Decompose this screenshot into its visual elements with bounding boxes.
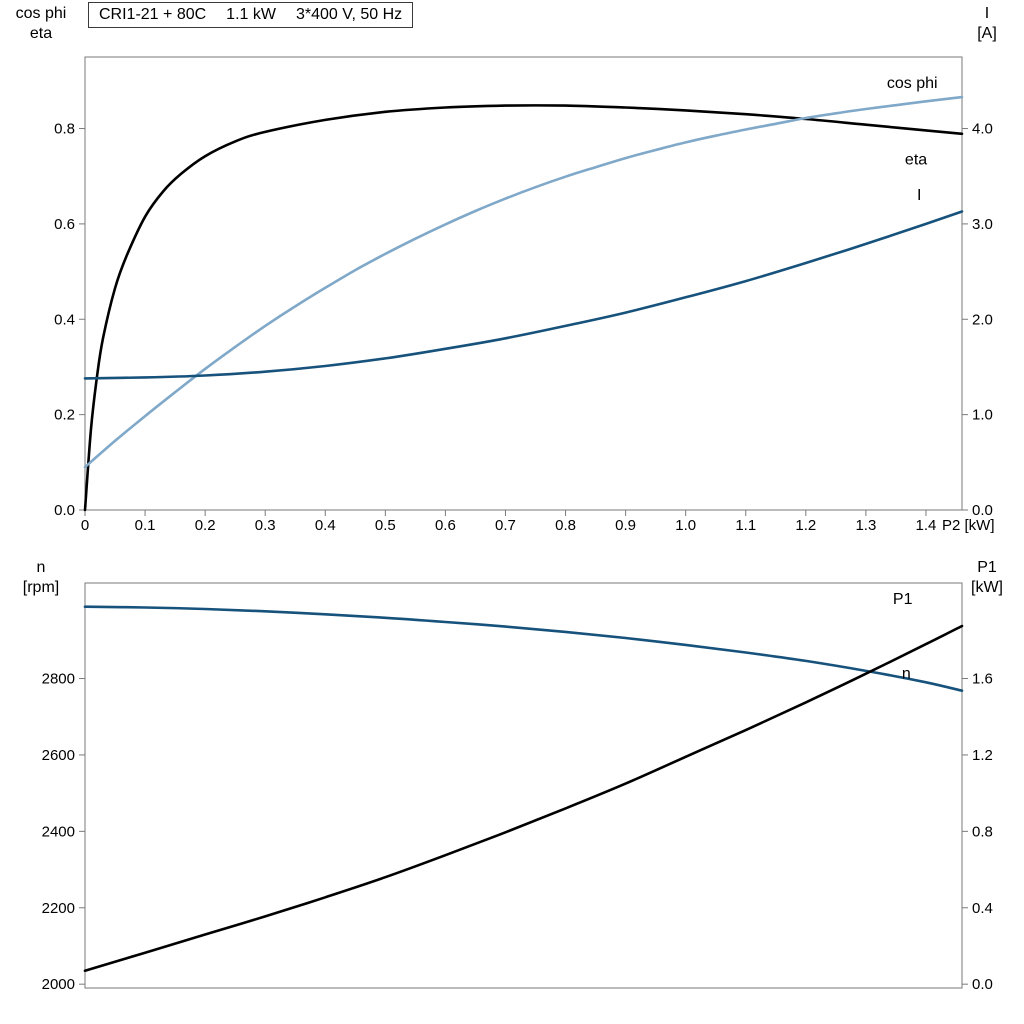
curve-label-eta: eta [905, 151, 927, 168]
left-axis-tick-label: 0.2 [54, 407, 75, 424]
left-axis-tick-label: 2000 [42, 976, 75, 993]
curve-label-P1: P1 [893, 591, 913, 608]
p1-axis-unit: [kW] [971, 579, 1003, 596]
x-axis-tick-label: 0 [81, 517, 89, 534]
curve-P1 [83, 624, 964, 973]
current-axis-label: I [984, 5, 990, 22]
left-axis-tick-label: 2600 [42, 747, 75, 764]
x-axis-tick-label: 0.2 [195, 517, 216, 534]
x-axis-tick-label: 0.6 [435, 517, 456, 534]
left-axis-tick-label: 2400 [42, 823, 75, 840]
right-axis-tick-label: 1.0 [972, 407, 993, 424]
right-axis-tick-label: 0.8 [972, 823, 993, 840]
x-axis-tick-label: 1.1 [735, 517, 756, 534]
curve-eta [83, 104, 964, 512]
speed-axis-label: n [36, 559, 46, 576]
bottom-chart: 2000 2200 2400 2600 2800 0.0 0.4 0.8 1.2 1.6 n P1 [42, 582, 993, 993]
plot-frame [84, 582, 963, 989]
speed-axis-unit: [rpm] [22, 579, 60, 596]
right-axis-tick-label: 1.2 [972, 747, 993, 764]
x-axis-title: P2 [kW] [942, 517, 995, 534]
curve-label-cos-phi: cos phi [887, 75, 938, 92]
curve-label-I: I [917, 187, 921, 204]
left-axis-tick-label: 0.0 [54, 502, 75, 519]
x-axis-tick-label: 1.2 [795, 517, 816, 534]
right-axis-tick-label: 3.0 [972, 216, 993, 233]
top-left-axis-title: cos phi eta [2, 4, 80, 44]
eta-axis-label: eta [29, 25, 53, 42]
x-axis-tick-label: 0.8 [555, 517, 576, 534]
pump-model-label: CRI1-21 + 80C [99, 6, 207, 23]
pump-power-label: 1.1 kW [226, 6, 276, 23]
cos-phi-axis-label: cos phi [15, 5, 67, 22]
left-axis-tick-label: 0.6 [54, 216, 75, 233]
x-axis-tick-label: 1.3 [855, 517, 876, 534]
right-axis-tick-label: 0.0 [972, 502, 993, 519]
x-axis-tick-label: 0.7 [495, 517, 516, 534]
left-axis-tick-label: 2200 [42, 900, 75, 917]
p1-axis-label: P1 [977, 559, 997, 576]
x-axis-tick-label: 1.4 [916, 517, 937, 534]
left-axis-tick-label: 0.8 [54, 121, 75, 138]
bottom-left-axis-title: n [rpm] [2, 558, 80, 598]
x-axis-tick-label: 0.1 [135, 517, 156, 534]
x-axis-tick-label: 1.0 [675, 517, 696, 534]
x-axis-tick-label: 0.3 [255, 517, 276, 534]
top-chart: 0.0 0.2 0.4 0.6 0.8 0.0 1.0 2.0 3.0 4.0 0 0.1 0.2 0.3… [54, 56, 995, 534]
right-axis-tick-label: 0.4 [972, 900, 993, 917]
x-axis-tick-label: 0.5 [375, 517, 396, 534]
curve-cos-phi [83, 95, 964, 469]
x-axis-tick-label: 0.4 [315, 517, 336, 534]
right-axis-tick-label: 4.0 [972, 121, 993, 138]
pump-voltage-label: 3*400 V, 50 Hz [295, 6, 403, 23]
chart-title-box: CRI1-21 + 80C 1.1 kW 3*400 V, 50 Hz [88, 2, 414, 28]
curve-n [83, 605, 964, 692]
top-right-axis-title: I [A] [956, 4, 1018, 44]
plot-frame [84, 56, 963, 511]
x-axis-tick-label: 0.9 [615, 517, 636, 534]
current-axis-unit: [A] [977, 25, 997, 42]
left-axis-tick-label: 2800 [42, 671, 75, 688]
right-axis-tick-label: 0.0 [972, 976, 993, 993]
right-axis-tick-label: 1.6 [972, 671, 993, 688]
curve-label-n: n [902, 666, 911, 683]
curve-I [83, 210, 964, 380]
bottom-right-axis-title: P1 [kW] [956, 558, 1018, 598]
right-axis-tick-label: 2.0 [972, 311, 993, 328]
left-axis-tick-label: 0.4 [54, 311, 75, 328]
